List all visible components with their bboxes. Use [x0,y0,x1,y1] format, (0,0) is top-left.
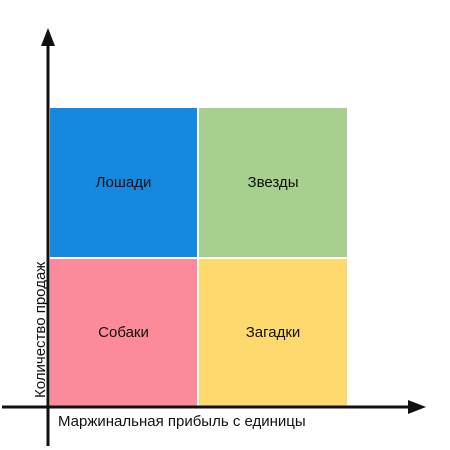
quadrant-puzzles: Загадки [199,259,347,406]
x-axis-arrow-icon [408,400,426,414]
quadrant-dogs-label: Собаки [98,324,149,341]
quadrant-stars: Звезды [199,108,347,257]
quadrant-dogs: Собаки [50,259,197,406]
quadrant-horses: Лошади [50,108,197,257]
y-axis-arrow-icon [41,28,55,46]
quadrant-puzzles-label: Загадки [245,324,301,341]
x-axis-label: Маржинальная прибыль с единицы [58,413,306,430]
quadrant-stars-label: Звезды [247,174,299,191]
quadrant-horses-label: Лошади [95,174,152,191]
y-axis-label: Количество продаж [32,261,49,398]
